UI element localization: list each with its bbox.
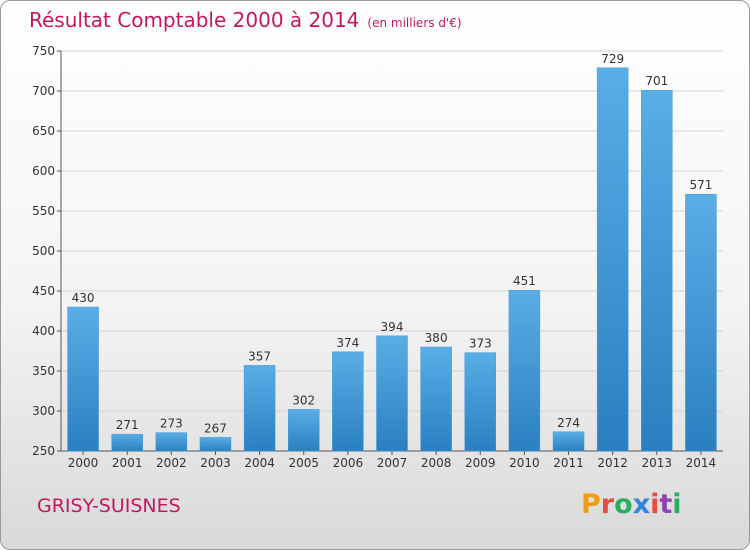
logo-letter: P <box>581 489 601 520</box>
bar <box>508 289 541 452</box>
bar <box>685 193 717 452</box>
bar <box>111 433 143 452</box>
data-label: 380 <box>425 331 448 345</box>
commune-name: GRISY-SUISNES <box>37 495 181 517</box>
proxiti-logo[interactable]: Proxiti <box>581 489 682 520</box>
data-label: 273 <box>160 417 183 431</box>
bar <box>641 89 673 452</box>
y-tick-label: 400 <box>32 324 55 338</box>
x-tick-label: 2003 <box>200 456 231 470</box>
x-tick-label: 2011 <box>553 456 584 470</box>
bar <box>376 335 408 452</box>
y-tick-label: 450 <box>32 284 55 298</box>
logo-letter: o <box>614 489 633 520</box>
chart-title: Résultat Comptable 2000 à 2014 (en millie… <box>29 8 462 32</box>
x-tick-label: 2000 <box>68 456 99 470</box>
y-tick-label: 250 <box>32 444 55 458</box>
logo-letter: x <box>632 489 651 520</box>
x-tick-label: 2013 <box>642 456 673 470</box>
logo-letter: t <box>659 489 673 520</box>
bar <box>464 352 497 452</box>
bar <box>67 306 99 452</box>
logo-letter: i <box>650 489 660 520</box>
y-tick-label: 700 <box>32 84 55 98</box>
logo-letter: i <box>672 489 682 520</box>
bar <box>155 432 188 452</box>
data-label: 729 <box>601 52 624 66</box>
x-tick-label: 2009 <box>465 456 496 470</box>
data-label: 274 <box>557 416 580 430</box>
x-tick-label: 2014 <box>686 456 717 470</box>
x-tick-label: 2006 <box>333 456 364 470</box>
data-label: 357 <box>248 349 271 363</box>
x-tick-label: 2012 <box>597 456 628 470</box>
x-tick-label: 2004 <box>244 456 275 470</box>
y-tick-label: 750 <box>32 44 55 58</box>
y-tick-label: 300 <box>32 404 55 418</box>
x-tick-label: 2005 <box>288 456 319 470</box>
y-tick-label: 550 <box>32 204 55 218</box>
bar <box>332 351 364 452</box>
x-tick-label: 2008 <box>421 456 452 470</box>
data-label: 430 <box>72 291 95 305</box>
x-tick-label: 2001 <box>112 456 143 470</box>
data-label: 571 <box>689 178 712 192</box>
x-tick-label: 2010 <box>509 456 540 470</box>
data-label: 271 <box>116 418 139 432</box>
bar <box>596 67 629 452</box>
logo-letter: r <box>600 489 615 520</box>
x-tick-label: 2002 <box>156 456 187 470</box>
data-label: 374 <box>336 336 359 350</box>
data-label: 701 <box>645 74 668 88</box>
label-layer: 430 2000 271 2001 273 2002 267 2003 357 2004 302 20… <box>68 52 716 470</box>
y-tick-label: 650 <box>32 124 55 138</box>
bar <box>243 365 276 452</box>
y-tick-label: 600 <box>32 164 55 178</box>
data-label: 373 <box>469 337 492 351</box>
data-label: 302 <box>292 393 315 407</box>
chart-title-text: Résultat Comptable 2000 à 2014 <box>29 8 360 32</box>
y-tick-label: 350 <box>32 364 55 378</box>
bar <box>552 431 585 452</box>
data-label: 451 <box>513 274 536 288</box>
bar <box>420 346 452 452</box>
data-label: 267 <box>204 421 227 435</box>
chart-unit: (en milliers d'€) <box>367 16 462 30</box>
y-tick-label: 500 <box>32 244 55 258</box>
data-label: 394 <box>381 320 404 334</box>
bar <box>199 437 232 452</box>
x-tick-label: 2007 <box>377 456 408 470</box>
bar <box>287 409 320 452</box>
bar-layer <box>67 67 717 452</box>
